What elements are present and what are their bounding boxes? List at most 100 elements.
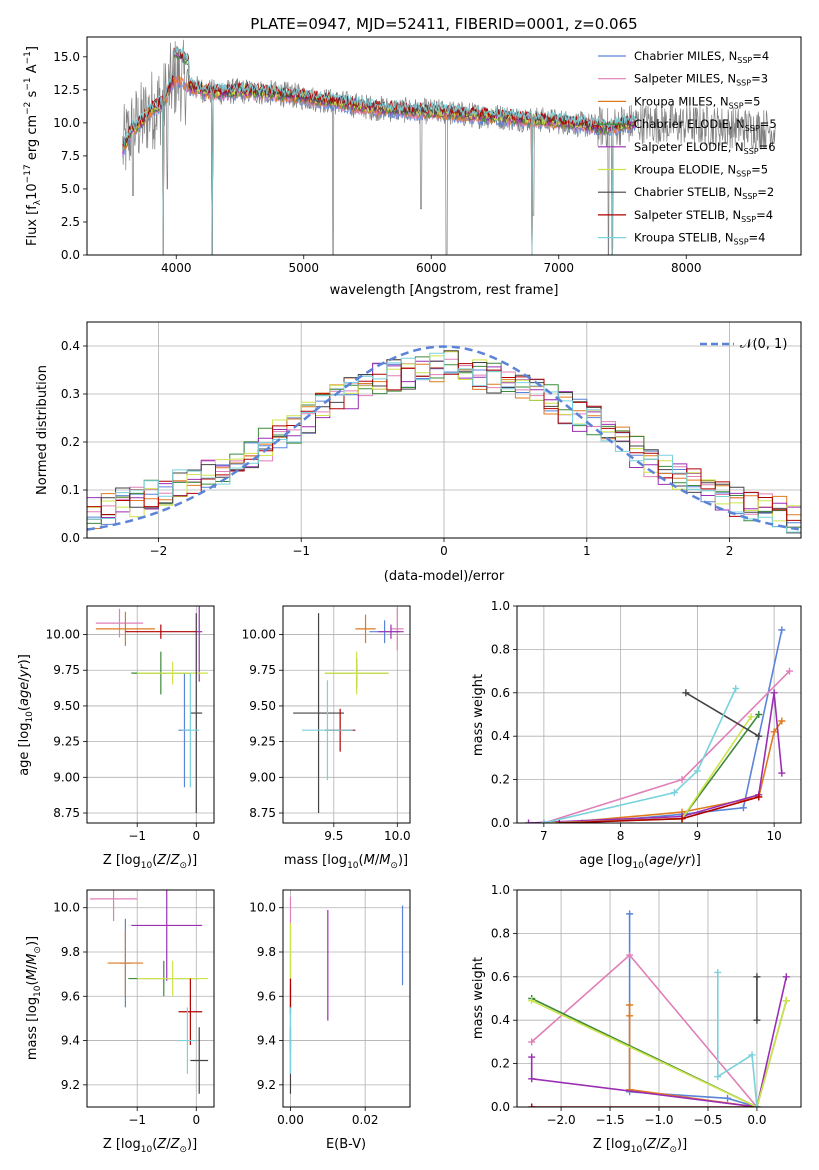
massweight-point — [755, 732, 763, 740]
x-tick-label: 0.02 — [352, 1113, 379, 1127]
massweight-point — [626, 951, 634, 959]
y-tick-label: 9.00 — [53, 770, 80, 784]
x-tick-label: 8000 — [671, 261, 702, 275]
massweight-point — [785, 667, 793, 675]
massweight-point — [528, 1075, 536, 1083]
y-tick-label: 0.2 — [491, 1057, 510, 1071]
normal-legend-label: 𝒩(0, 1) — [740, 337, 787, 352]
residuals-plot: −2 −1 0 1 2 0.0 0.1 0.2 0.3 0.4 — [61, 321, 802, 558]
y-tick-label: 9.50 — [249, 699, 276, 713]
massweight-line — [531, 999, 788, 1107]
model-spectrum-line — [122, 45, 636, 255]
y-tick-label: 1.0 — [491, 599, 510, 613]
y-tick-label: 0.6 — [491, 970, 510, 984]
x-tick-label: 7 — [540, 829, 548, 843]
massweight-point — [528, 1103, 536, 1107]
spectrum-title: PLATE=0947, MJD=52411, FIBERID=0001, z=0… — [250, 15, 637, 33]
mass-vs-EBV-plot: 0.00 0.02 9.2 9.4 9.6 9.8 10.0 — [249, 889, 411, 1127]
massweight-point — [782, 997, 790, 1005]
legend-label: Chabrier STELIB, NSSP=2 — [634, 185, 774, 201]
x-tick-label: 4000 — [161, 261, 192, 275]
x-tick-label: −1.0 — [644, 1113, 673, 1127]
y-tick-label: 9.4 — [257, 1034, 276, 1048]
y-tick-label: 0.8 — [491, 642, 510, 656]
massweight-point — [770, 728, 778, 736]
massweight-point — [528, 1053, 536, 1061]
massweight-point — [682, 689, 690, 697]
spectrum-plot: 4000 5000 6000 7000 8000 0.0 2.5 5.0 7.5 10.0 12.5… — [53, 36, 802, 275]
massweight-line — [717, 972, 758, 1107]
axes-frame — [86, 889, 215, 1108]
mE-xlabel: E(B-V) — [326, 1137, 366, 1152]
y-tick-label: 9.8 — [61, 945, 80, 959]
legend-label: Chabrier MILES, NSSP=4 — [634, 49, 769, 65]
y-tick-label: 9.25 — [53, 735, 80, 749]
x-tick-label: −1.5 — [595, 1113, 624, 1127]
massweight-point — [626, 1012, 634, 1020]
massweight-point — [528, 997, 536, 1005]
massweight-point — [778, 717, 786, 725]
y-tick-label: 0.0 — [61, 531, 80, 545]
spectrum-xlabel: wavelength [Angstrom, rest frame] — [330, 283, 559, 298]
y-tick-label: 9.75 — [53, 663, 80, 677]
wZ-ylabel: mass weight — [471, 957, 486, 1039]
y-tick-label: 0.4 — [61, 339, 80, 353]
y-tick-label: 10.00 — [242, 628, 276, 642]
y-tick-label: 0.2 — [61, 435, 80, 449]
x-tick-label: −2.0 — [546, 1113, 575, 1127]
massweight-point — [714, 1073, 722, 1081]
massweight-point — [693, 767, 701, 775]
wZ-xlabel: Z [log10(Z/Z⊙)] — [593, 1137, 687, 1155]
y-tick-label: 9.75 — [249, 663, 276, 677]
plot-area — [289, 896, 404, 1094]
y-tick-label: 0.4 — [491, 1013, 510, 1027]
legend-label: Kroupa ELODIE, NSSP=5 — [634, 163, 768, 179]
massweight-vs-age-plot: 7 8 9 10 0.0 0.2 0.4 0.6 0.8 1.0 — [491, 599, 802, 843]
x-tick-label: 10.0 — [384, 829, 411, 843]
plot-area — [528, 910, 790, 1107]
plot-area — [95, 606, 209, 814]
x-tick-label: 2 — [726, 544, 734, 558]
y-tick-label: 9.2 — [61, 1078, 80, 1092]
massweight-point — [770, 689, 778, 697]
massweight-point — [747, 713, 755, 721]
x-tick-label: 0 — [440, 544, 448, 558]
mass-vs-Z-plot: −1 0 9.2 9.4 9.6 9.8 10.0 — [53, 889, 215, 1127]
y-tick-label: 0.3 — [61, 387, 80, 401]
massweight-point — [753, 1016, 761, 1024]
massweight-point — [678, 815, 686, 823]
massweight-point — [555, 819, 563, 823]
residuals-legend: 𝒩(0, 1) — [700, 337, 787, 352]
y-tick-label: 0.0 — [61, 248, 80, 262]
x-tick-label: 0.00 — [277, 1113, 304, 1127]
x-tick-label: 9.5 — [324, 829, 343, 843]
massweight-point — [626, 910, 634, 918]
y-tick-label: 9.00 — [249, 770, 276, 784]
massweight-point — [626, 1001, 634, 1009]
massweight-point — [782, 973, 790, 981]
axes-frame — [86, 605, 215, 824]
massweight-line — [530, 976, 788, 1107]
massweight-point — [748, 1051, 756, 1059]
residuals-xlabel: (data-model)/error — [384, 569, 505, 584]
massweight-point — [540, 819, 548, 823]
massweight-point — [778, 626, 786, 634]
massweight-point — [753, 973, 761, 981]
age-vs-Z-plot: −1 0 8.75 9.00 9.25 9.50 9.75 10.00 — [46, 605, 215, 843]
x-tick-label: 9 — [694, 829, 702, 843]
x-tick-label: 6000 — [416, 261, 447, 275]
mZ-ylabel: mass [log10(M/M⊙)] — [25, 936, 43, 1060]
y-tick-label: 0.6 — [491, 686, 510, 700]
model-spectrum-line — [122, 46, 636, 255]
plot-area — [89, 890, 209, 1094]
y-tick-label: 9.50 — [53, 699, 80, 713]
x-tick-label: −0.5 — [693, 1113, 722, 1127]
axes-frame — [516, 605, 802, 824]
y-tick-label: 9.2 — [257, 1078, 276, 1092]
legend-label: Chabrier ELODIE, NSSP=5 — [634, 117, 777, 133]
massweight-point — [778, 769, 786, 777]
ageZ-ylabel: age [log10(age/yr)] — [17, 654, 35, 776]
x-tick-label: 0.0 — [747, 1113, 766, 1127]
massweight-point — [626, 1086, 634, 1094]
